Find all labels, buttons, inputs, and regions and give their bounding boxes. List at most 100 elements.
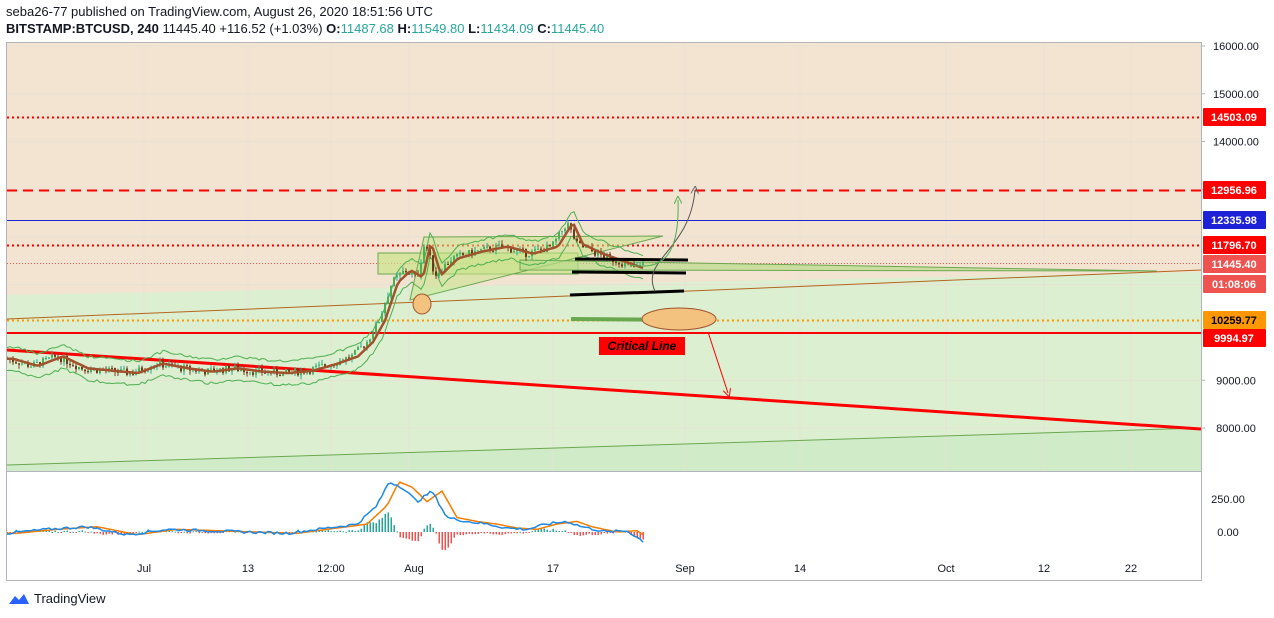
- histogram-bar: [54, 530, 56, 532]
- candle-body: [309, 371, 311, 374]
- price-badge: [1203, 211, 1266, 229]
- histogram-bar: [348, 530, 350, 532]
- candle-body: [12, 359, 14, 363]
- candle-body: [63, 355, 65, 363]
- histogram-bar: [486, 532, 488, 533]
- bounce-circle: [412, 293, 432, 315]
- histogram-bar: [210, 532, 212, 534]
- candle-body: [180, 365, 182, 372]
- price-badge: [1203, 275, 1266, 293]
- oscillator-axis: 250.00 0.00: [1211, 494, 1245, 539]
- histogram-bar: [435, 532, 437, 534]
- candle-body: [555, 238, 557, 242]
- price-tick-label: 14000.00: [1213, 137, 1259, 149]
- histogram-bar: [516, 532, 518, 534]
- histogram-bar: [555, 530, 557, 532]
- candle-body: [279, 374, 281, 377]
- candle-body: [147, 369, 149, 372]
- histogram-bar: [123, 532, 125, 535]
- candle-body: [384, 304, 386, 314]
- price-badge: [1203, 181, 1266, 199]
- candle-body: [42, 358, 44, 366]
- histogram-bar: [351, 530, 353, 532]
- histogram-bar: [480, 532, 482, 533]
- histogram-bar: [456, 532, 458, 535]
- tradingview-footer[interactable]: TradingView: [8, 591, 106, 606]
- histogram-bar: [582, 532, 584, 536]
- histogram-bar: [180, 532, 182, 533]
- candle-body: [48, 357, 50, 359]
- price-badge-label: 11445.40: [1211, 259, 1256, 271]
- candle-body: [501, 244, 503, 247]
- candle-body: [567, 223, 569, 229]
- candle-body: [294, 368, 296, 373]
- candle-body: [51, 354, 53, 358]
- histogram-bar: [426, 525, 428, 532]
- candle-body: [393, 277, 395, 286]
- candle-body: [72, 365, 74, 367]
- histogram-bar: [450, 532, 452, 544]
- candle-body: [255, 369, 257, 375]
- candle-body: [204, 371, 206, 375]
- candle-body: [354, 349, 356, 355]
- price-tick-label: 8000.00: [1216, 423, 1256, 435]
- histogram-bar: [432, 527, 434, 532]
- price-badge-label: 14503.09: [1211, 112, 1257, 124]
- support-line-1: [574, 257, 689, 262]
- histogram-bar: [177, 532, 179, 534]
- histogram-bar: [564, 530, 566, 532]
- price-badge: [1203, 236, 1266, 254]
- candle-body: [315, 365, 317, 367]
- candle-body: [15, 362, 17, 364]
- candle-body: [603, 254, 605, 259]
- histogram-bar: [429, 523, 431, 532]
- candle-body: [66, 355, 68, 365]
- price-badge-label: 11796.70: [1211, 240, 1256, 252]
- candle-body: [579, 240, 581, 244]
- candle-body: [234, 365, 236, 369]
- histogram-bar: [357, 530, 359, 532]
- histogram-bar: [195, 531, 197, 533]
- histogram-bar: [336, 531, 338, 533]
- histogram-bar: [51, 531, 53, 533]
- histogram-bar: [633, 532, 635, 538]
- candle-body: [528, 256, 530, 258]
- histogram-bar: [90, 531, 92, 533]
- support-line-3: [569, 289, 685, 297]
- histogram-bar: [141, 531, 143, 533]
- histogram-bar: [63, 530, 65, 532]
- histogram-bar: [234, 531, 236, 533]
- candle-body: [396, 275, 398, 278]
- price-badge: [1203, 255, 1266, 273]
- histogram-bar: [165, 531, 167, 533]
- candle-body: [60, 357, 62, 363]
- histogram-bar: [393, 525, 395, 532]
- histogram-bar: [99, 532, 101, 534]
- time-tick-label: Sep: [675, 563, 695, 575]
- histogram-bar: [594, 532, 596, 536]
- histogram-bar: [603, 532, 605, 534]
- histogram-bar: [558, 530, 560, 532]
- histogram-bar: [534, 530, 536, 532]
- candle-body: [399, 273, 401, 276]
- candle-body: [363, 346, 365, 348]
- histogram-bar: [513, 532, 515, 533]
- open-value: 11487.68: [340, 21, 394, 36]
- histogram-bar: [339, 530, 341, 532]
- candle-body: [288, 368, 290, 372]
- candle-body: [378, 322, 380, 324]
- candle-body: [387, 296, 389, 305]
- candle-body: [435, 271, 437, 276]
- candle-body: [99, 369, 101, 373]
- histogram-bar: [108, 532, 110, 534]
- candle-body: [138, 367, 140, 373]
- histogram-bar: [543, 528, 545, 532]
- histogram-bar: [390, 517, 392, 532]
- histogram-bar: [459, 532, 461, 536]
- candle-body: [54, 354, 56, 357]
- candle-body: [444, 264, 446, 272]
- histogram-bar: [66, 530, 68, 532]
- lower-zone: [7, 272, 1201, 471]
- histogram-bar: [174, 531, 176, 533]
